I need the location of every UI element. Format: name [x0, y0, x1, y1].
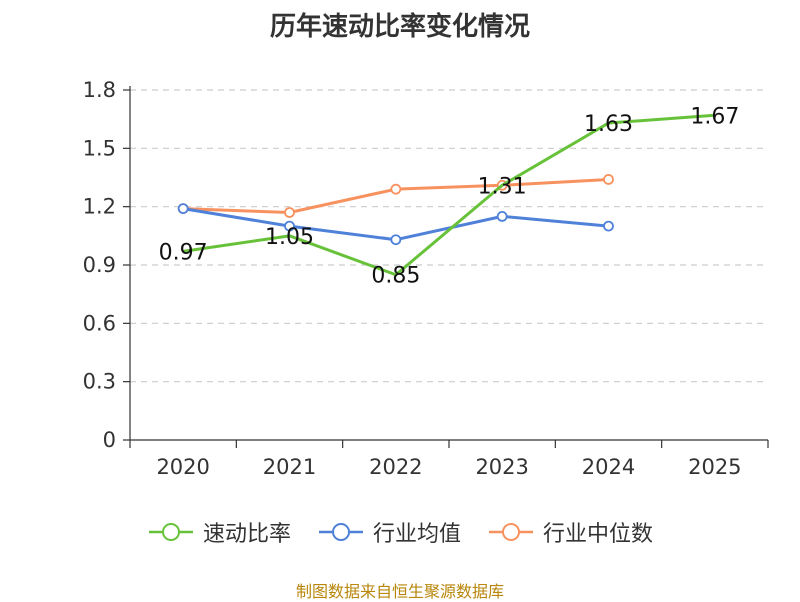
- data-point: [390, 183, 402, 195]
- data-label: 1.05: [265, 225, 314, 250]
- x-tick-label: 2021: [263, 455, 316, 479]
- data-point: [284, 207, 295, 218]
- data-point: [603, 174, 614, 185]
- grid-lines: [130, 89, 768, 383]
- y-tick-label: 0.3: [83, 370, 116, 394]
- data-label: 1.31: [478, 174, 527, 199]
- chart-title: 历年速动比率变化情况: [269, 12, 530, 42]
- line-chart: 0 0.3 0.6 0.9 1.2 1.5 1.8 2020 2021 2022 2023 2024 2…: [83, 78, 769, 479]
- data-point: [390, 234, 402, 246]
- data-point: [177, 203, 189, 215]
- legend-item-industry-median[interactable]: 行业中位数: [487, 516, 653, 548]
- source-note: 制图数据来自恒生聚源数据库: [295, 582, 504, 601]
- legend-line-icon: [148, 523, 193, 541]
- x-tick-label: 2020: [156, 455, 209, 479]
- x-tick-label: 2024: [582, 455, 635, 479]
- y-tick-label: 1.2: [83, 195, 116, 219]
- legend-label: 速动比率: [202, 522, 291, 547]
- legend-item-industry-mean[interactable]: 行业均值: [317, 516, 461, 548]
- data-label: 1.63: [584, 112, 633, 137]
- legend-line-icon: [489, 523, 533, 541]
- axes: 0 0.3 0.6 0.9 1.2 1.5 1.8 2020 2021 2022 2023 2024 2…: [83, 78, 769, 479]
- legend-label: 行业中位数: [543, 522, 654, 547]
- x-tick-label: 2022: [369, 455, 422, 479]
- x-tick-label: 2025: [688, 455, 741, 479]
- legend-item-quick-ratio[interactable]: 速动比率: [147, 516, 291, 548]
- data-label: 1.67: [690, 104, 739, 129]
- data-point: [284, 220, 295, 232]
- y-tick-label: 0.6: [83, 311, 116, 335]
- data-point: [496, 210, 508, 222]
- y-tick-label: 0: [103, 428, 116, 452]
- legend: 速动比率 行业均值 行业中位数: [0, 516, 800, 548]
- data-label: 0.85: [371, 264, 420, 289]
- legend-label: 行业均值: [372, 522, 461, 547]
- legend-line-icon: [318, 523, 363, 541]
- data-label: 0.97: [159, 240, 208, 265]
- series-layer: [177, 113, 715, 277]
- data-labels: 0.97 1.05 0.85 1.31 1.63 1.67: [159, 104, 740, 288]
- series-line: [182, 113, 715, 277]
- y-tick-label: 0.9: [83, 253, 116, 277]
- data-point: [603, 220, 614, 232]
- y-tick-label: 1.8: [83, 78, 116, 102]
- y-tick-label: 1.5: [83, 136, 116, 160]
- x-tick-label: 2023: [475, 455, 528, 479]
